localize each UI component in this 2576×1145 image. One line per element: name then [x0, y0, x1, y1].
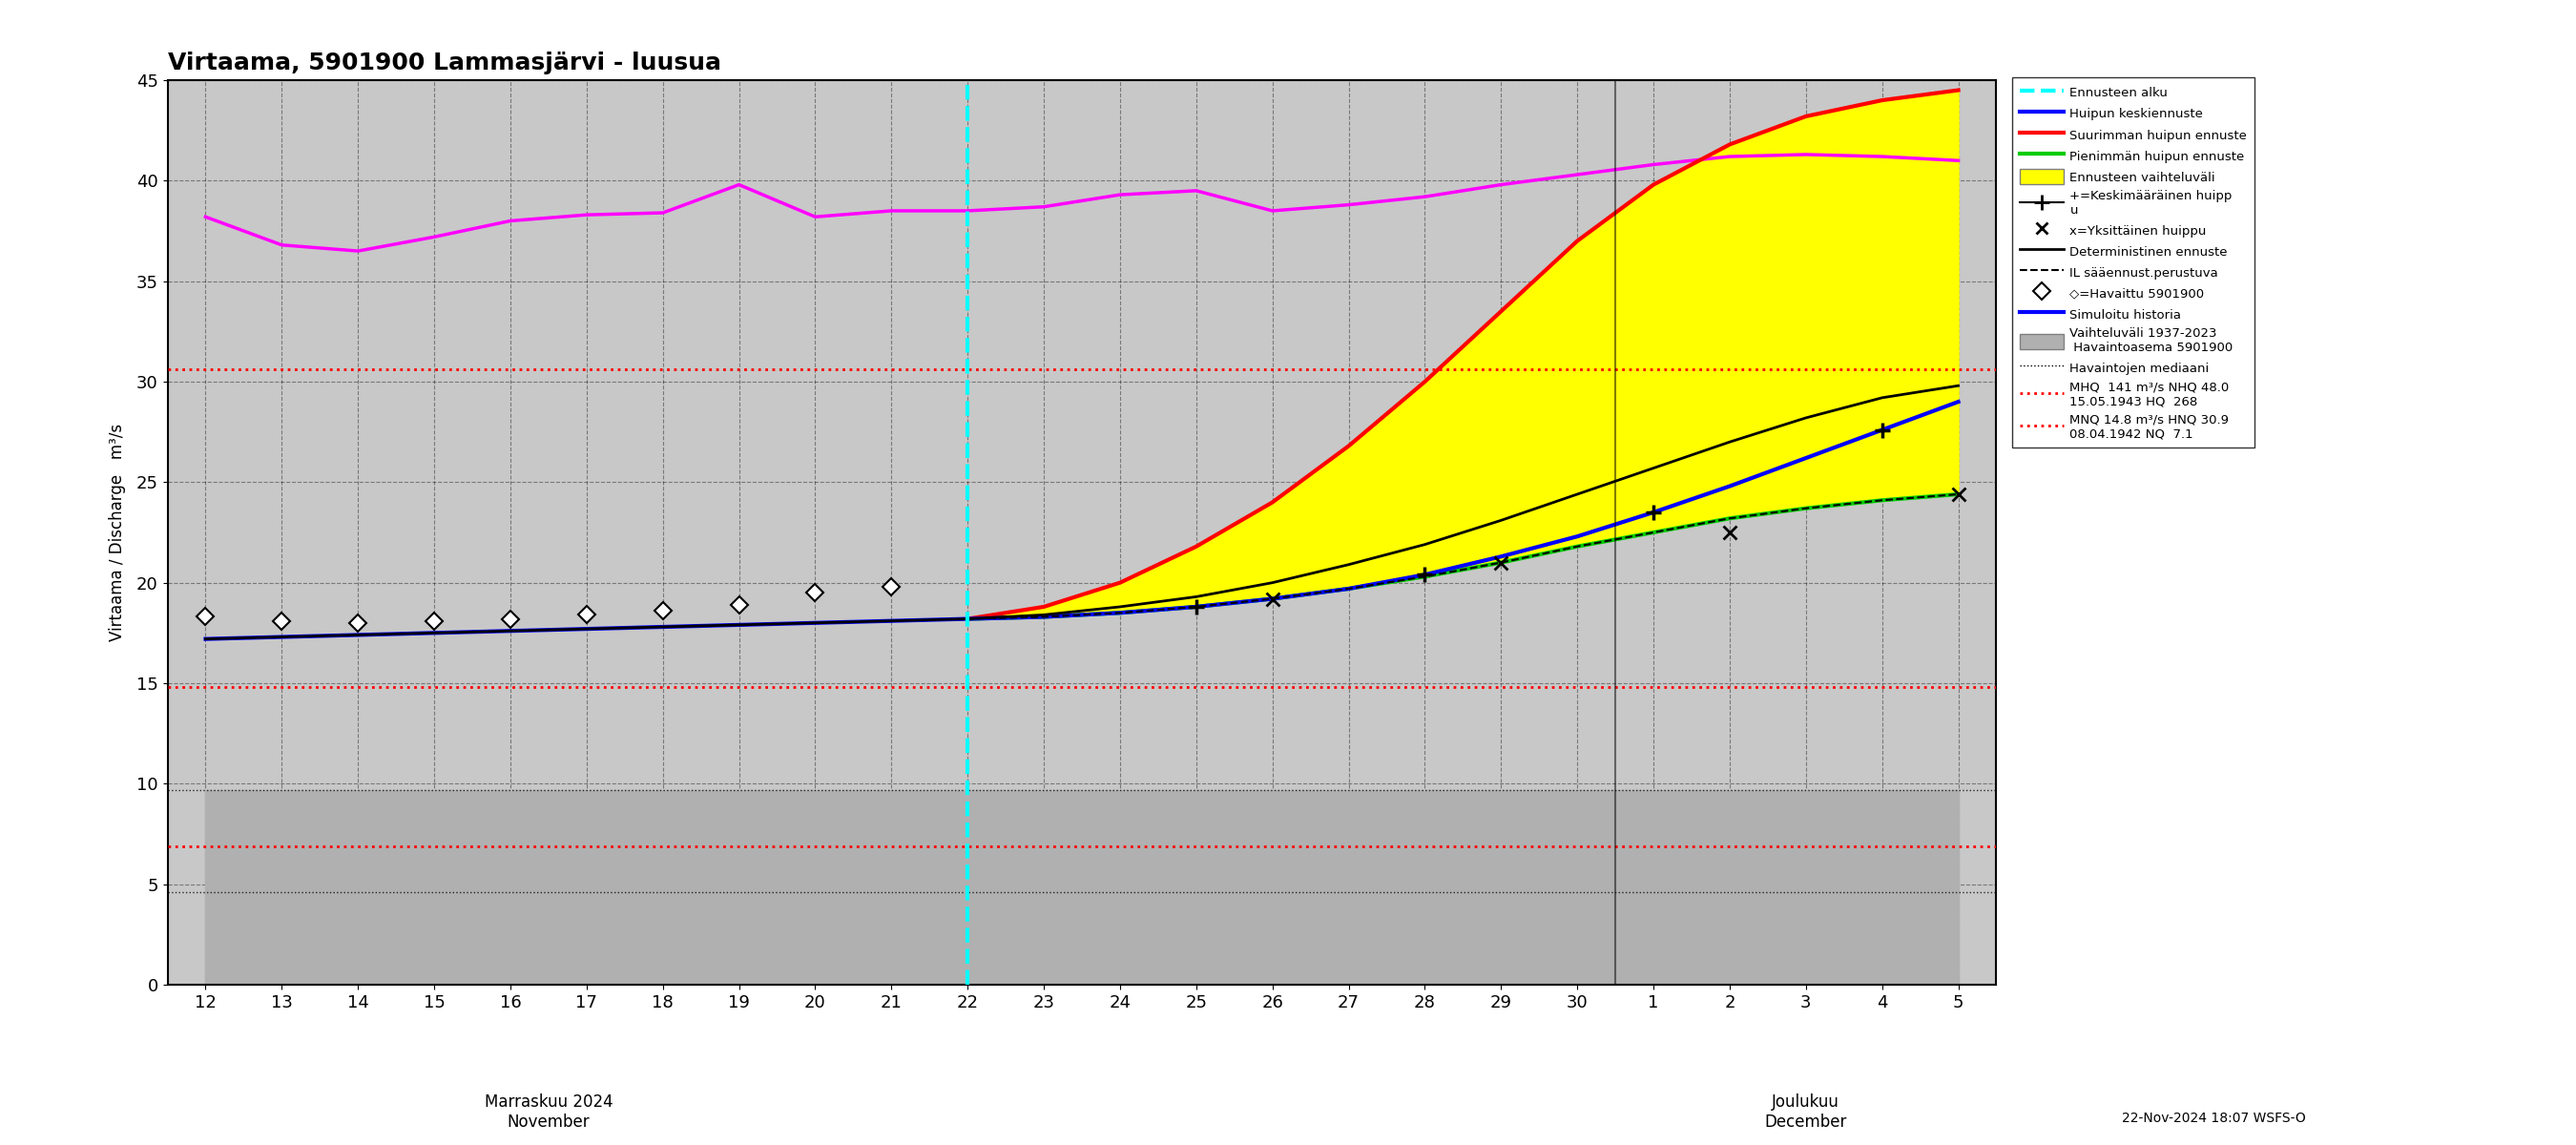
Text: Marraskuu 2024
November: Marraskuu 2024 November: [484, 1093, 613, 1130]
Y-axis label: Virtaama / Discharge   m³/s: Virtaama / Discharge m³/s: [108, 424, 126, 641]
Text: 22-Nov-2024 18:07 WSFS-O: 22-Nov-2024 18:07 WSFS-O: [2123, 1112, 2306, 1124]
Text: Virtaama, 5901900 Lammasjärvi - luusua: Virtaama, 5901900 Lammasjärvi - luusua: [167, 52, 721, 74]
Legend: Ennusteen alku, Huipun keskiennuste, Suurimman huipun ennuste, Pienimmän huipun : Ennusteen alku, Huipun keskiennuste, Suu…: [2012, 78, 2254, 448]
Text: Joulukuu
December: Joulukuu December: [1765, 1093, 1847, 1130]
